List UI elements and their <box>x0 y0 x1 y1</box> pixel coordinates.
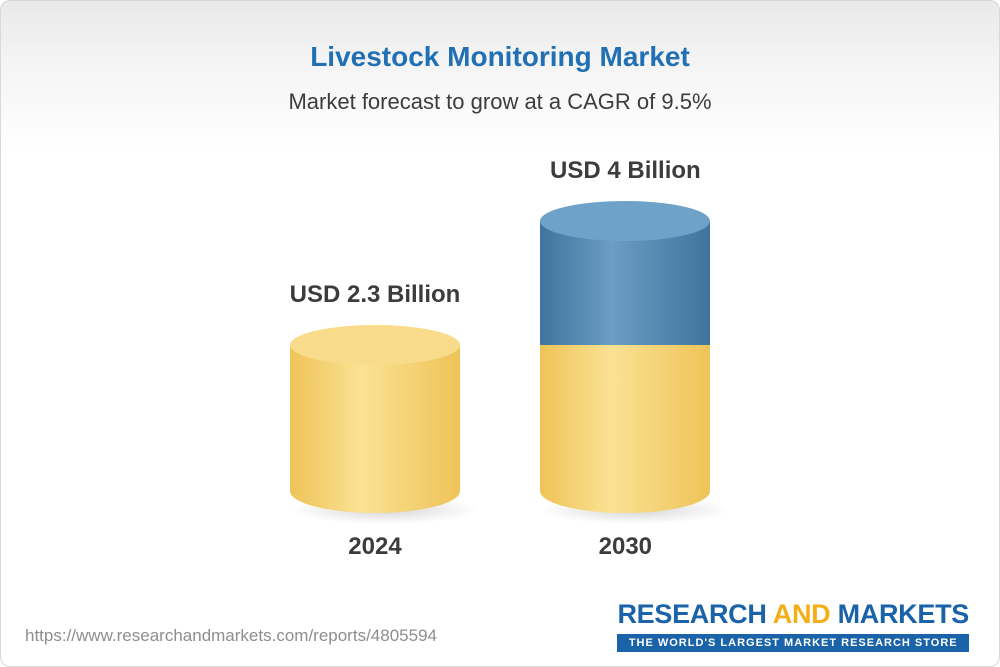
chart: USD 2.3 Billion 2024 USD 4 Billion 2030 <box>1 157 999 561</box>
logo-word-and: AND <box>772 599 831 629</box>
logo-tagline: THE WORLD'S LARGEST MARKET RESEARCH STOR… <box>617 634 969 652</box>
header: Livestock Monitoring Market Market forec… <box>1 1 999 115</box>
page-subtitle: Market forecast to grow at a CAGR of 9.5… <box>288 89 712 114</box>
cylinder <box>532 201 739 525</box>
logo-word-markets: MARKETS <box>830 599 970 629</box>
cylinder-cap <box>540 201 711 241</box>
logo-wordmark: RESEARCH AND MARKETS <box>617 599 969 630</box>
chart-bar: USD 4 Billion 2030 <box>532 157 739 561</box>
brand-logo: RESEARCH AND MARKETS THE WORLD'S LARGEST… <box>617 599 969 652</box>
cylinder-segment <box>289 345 460 513</box>
cylinder-segment <box>540 345 711 513</box>
cylinder-segment <box>540 221 711 345</box>
cylinder-cap <box>289 325 460 365</box>
cylinder <box>281 325 488 525</box>
page-title: Livestock Monitoring Market <box>310 41 690 72</box>
logo-word-research: RESEARCH <box>617 599 773 629</box>
bar-year-label: 2030 <box>598 533 653 560</box>
report-url: https://www.researchandmarkets.com/repor… <box>25 626 437 645</box>
bar-year-label: 2024 <box>348 533 402 560</box>
bar-value-label: USD 2.3 Billion <box>289 281 461 308</box>
bar-value-label: USD 4 Billion <box>550 157 701 184</box>
chart-bar: USD 2.3 Billion 2024 <box>281 281 488 561</box>
